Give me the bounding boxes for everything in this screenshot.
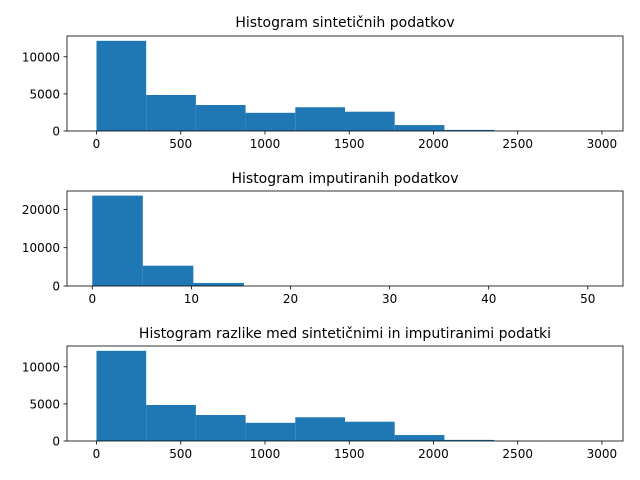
panel-2-bars xyxy=(92,195,244,286)
panel-3-y-tick-label: 10000 xyxy=(22,360,60,374)
panel-1-y-tick-label: 5000 xyxy=(29,87,60,101)
panel-3-x-tick-label: 2000 xyxy=(418,447,449,461)
panel-3-y-ticks: 0 5000 10000 xyxy=(22,360,67,449)
panel-3-bar-2 xyxy=(146,405,196,441)
panel-3-x-tick-label: 3000 xyxy=(587,447,618,461)
panel-3-bar-7 xyxy=(394,435,445,441)
panel-2-bar-3 xyxy=(193,282,244,286)
panel-3-bar-8 xyxy=(444,439,495,441)
panel-3-x-tick-label: 2500 xyxy=(502,447,533,461)
panel-3-x-tick-label: 500 xyxy=(169,447,192,461)
panel-1-bar-7 xyxy=(394,125,445,131)
panel-1-x-tick-label: 2500 xyxy=(502,137,533,151)
panel-1-x-tick-label: 2000 xyxy=(418,137,449,151)
histogram-panel-1: Histogram sintetičnih podatkov 0 500 1000 1… xyxy=(22,15,624,151)
panel-1-x-tick-label: 500 xyxy=(169,137,192,151)
panel-2-x-tick-label: 10 xyxy=(184,292,199,306)
panel-2-bar-2 xyxy=(142,265,194,286)
panel-3-bar-4 xyxy=(245,422,296,441)
panel-2-axes-frame xyxy=(66,190,624,287)
panel-1-x-tick-label: 0 xyxy=(93,137,101,151)
panel-2-y-tick-label: 20000 xyxy=(22,203,60,217)
panel-3-x-tick-label: 1000 xyxy=(250,447,281,461)
panel-2-y-tick-label: 10000 xyxy=(22,241,60,255)
panel-1-bar-1 xyxy=(96,40,147,131)
panel-1-x-tick-label: 1000 xyxy=(250,137,281,151)
panel-3-bar-6 xyxy=(345,421,395,441)
histogram-panel-3: Histogram razlike med sintetičnimi in im… xyxy=(22,326,624,461)
panel-1-y-ticks: 0 5000 10000 xyxy=(22,50,67,139)
histogram-panel-2: Histogram imputiranih podatkov 0 10 20 30 40… xyxy=(22,171,624,306)
panel-2-x-tick-label: 20 xyxy=(283,292,298,306)
panel-1-bars xyxy=(96,40,594,131)
panel-1-x-ticks: 0 500 1000 1500 2000 2500 3000 xyxy=(93,131,618,151)
panel-1-bar-4 xyxy=(245,112,296,131)
panel-3-x-tick-label: 1500 xyxy=(334,447,365,461)
panel-2-y-ticks: 0 10000 20000 xyxy=(22,203,67,294)
panel-3-bar-1 xyxy=(96,350,147,441)
panel-1-bar-2 xyxy=(146,95,196,131)
panel-1-bar-5 xyxy=(295,107,345,131)
panel-2-title: Histogram imputiranih podatkov xyxy=(231,171,458,187)
panel-1-x-tick-label: 3000 xyxy=(587,137,618,151)
panel-1-bar-8 xyxy=(444,129,495,131)
panel-2-x-tick-label: 0 xyxy=(88,292,96,306)
panel-3-bar-3 xyxy=(195,415,246,441)
panel-3-y-tick-label: 0 xyxy=(52,435,60,449)
panel-2-x-tick-label: 40 xyxy=(481,292,496,306)
panel-1-y-tick-label: 10000 xyxy=(22,50,60,64)
panel-1-x-tick-label: 1500 xyxy=(334,137,365,151)
panel-3-bar-5 xyxy=(295,417,345,441)
panel-1-bar-3 xyxy=(195,105,246,131)
panel-2-x-tick-label: 50 xyxy=(580,292,595,306)
panel-1-y-tick-label: 0 xyxy=(52,125,60,139)
panel-1-bar-6 xyxy=(345,111,395,131)
panel-2-y-tick-label: 0 xyxy=(52,280,60,294)
panel-3-x-tick-label: 0 xyxy=(93,447,101,461)
panel-1-title: Histogram sintetičnih podatkov xyxy=(235,15,454,31)
panel-2-x-tick-label: 30 xyxy=(382,292,397,306)
panel-2-bar-1 xyxy=(92,195,143,286)
panel-3-bars xyxy=(96,350,594,441)
panel-3-x-ticks: 0 500 1000 1500 2000 2500 3000 xyxy=(93,441,618,461)
panel-3-y-tick-label: 5000 xyxy=(29,397,60,411)
panel-2-x-ticks: 0 10 20 30 40 50 xyxy=(88,286,595,306)
panel-3-title: Histogram razlike med sintetičnimi in im… xyxy=(139,326,551,342)
panel-1-axes-frame xyxy=(66,35,624,132)
panel-3-axes-frame xyxy=(66,345,624,442)
